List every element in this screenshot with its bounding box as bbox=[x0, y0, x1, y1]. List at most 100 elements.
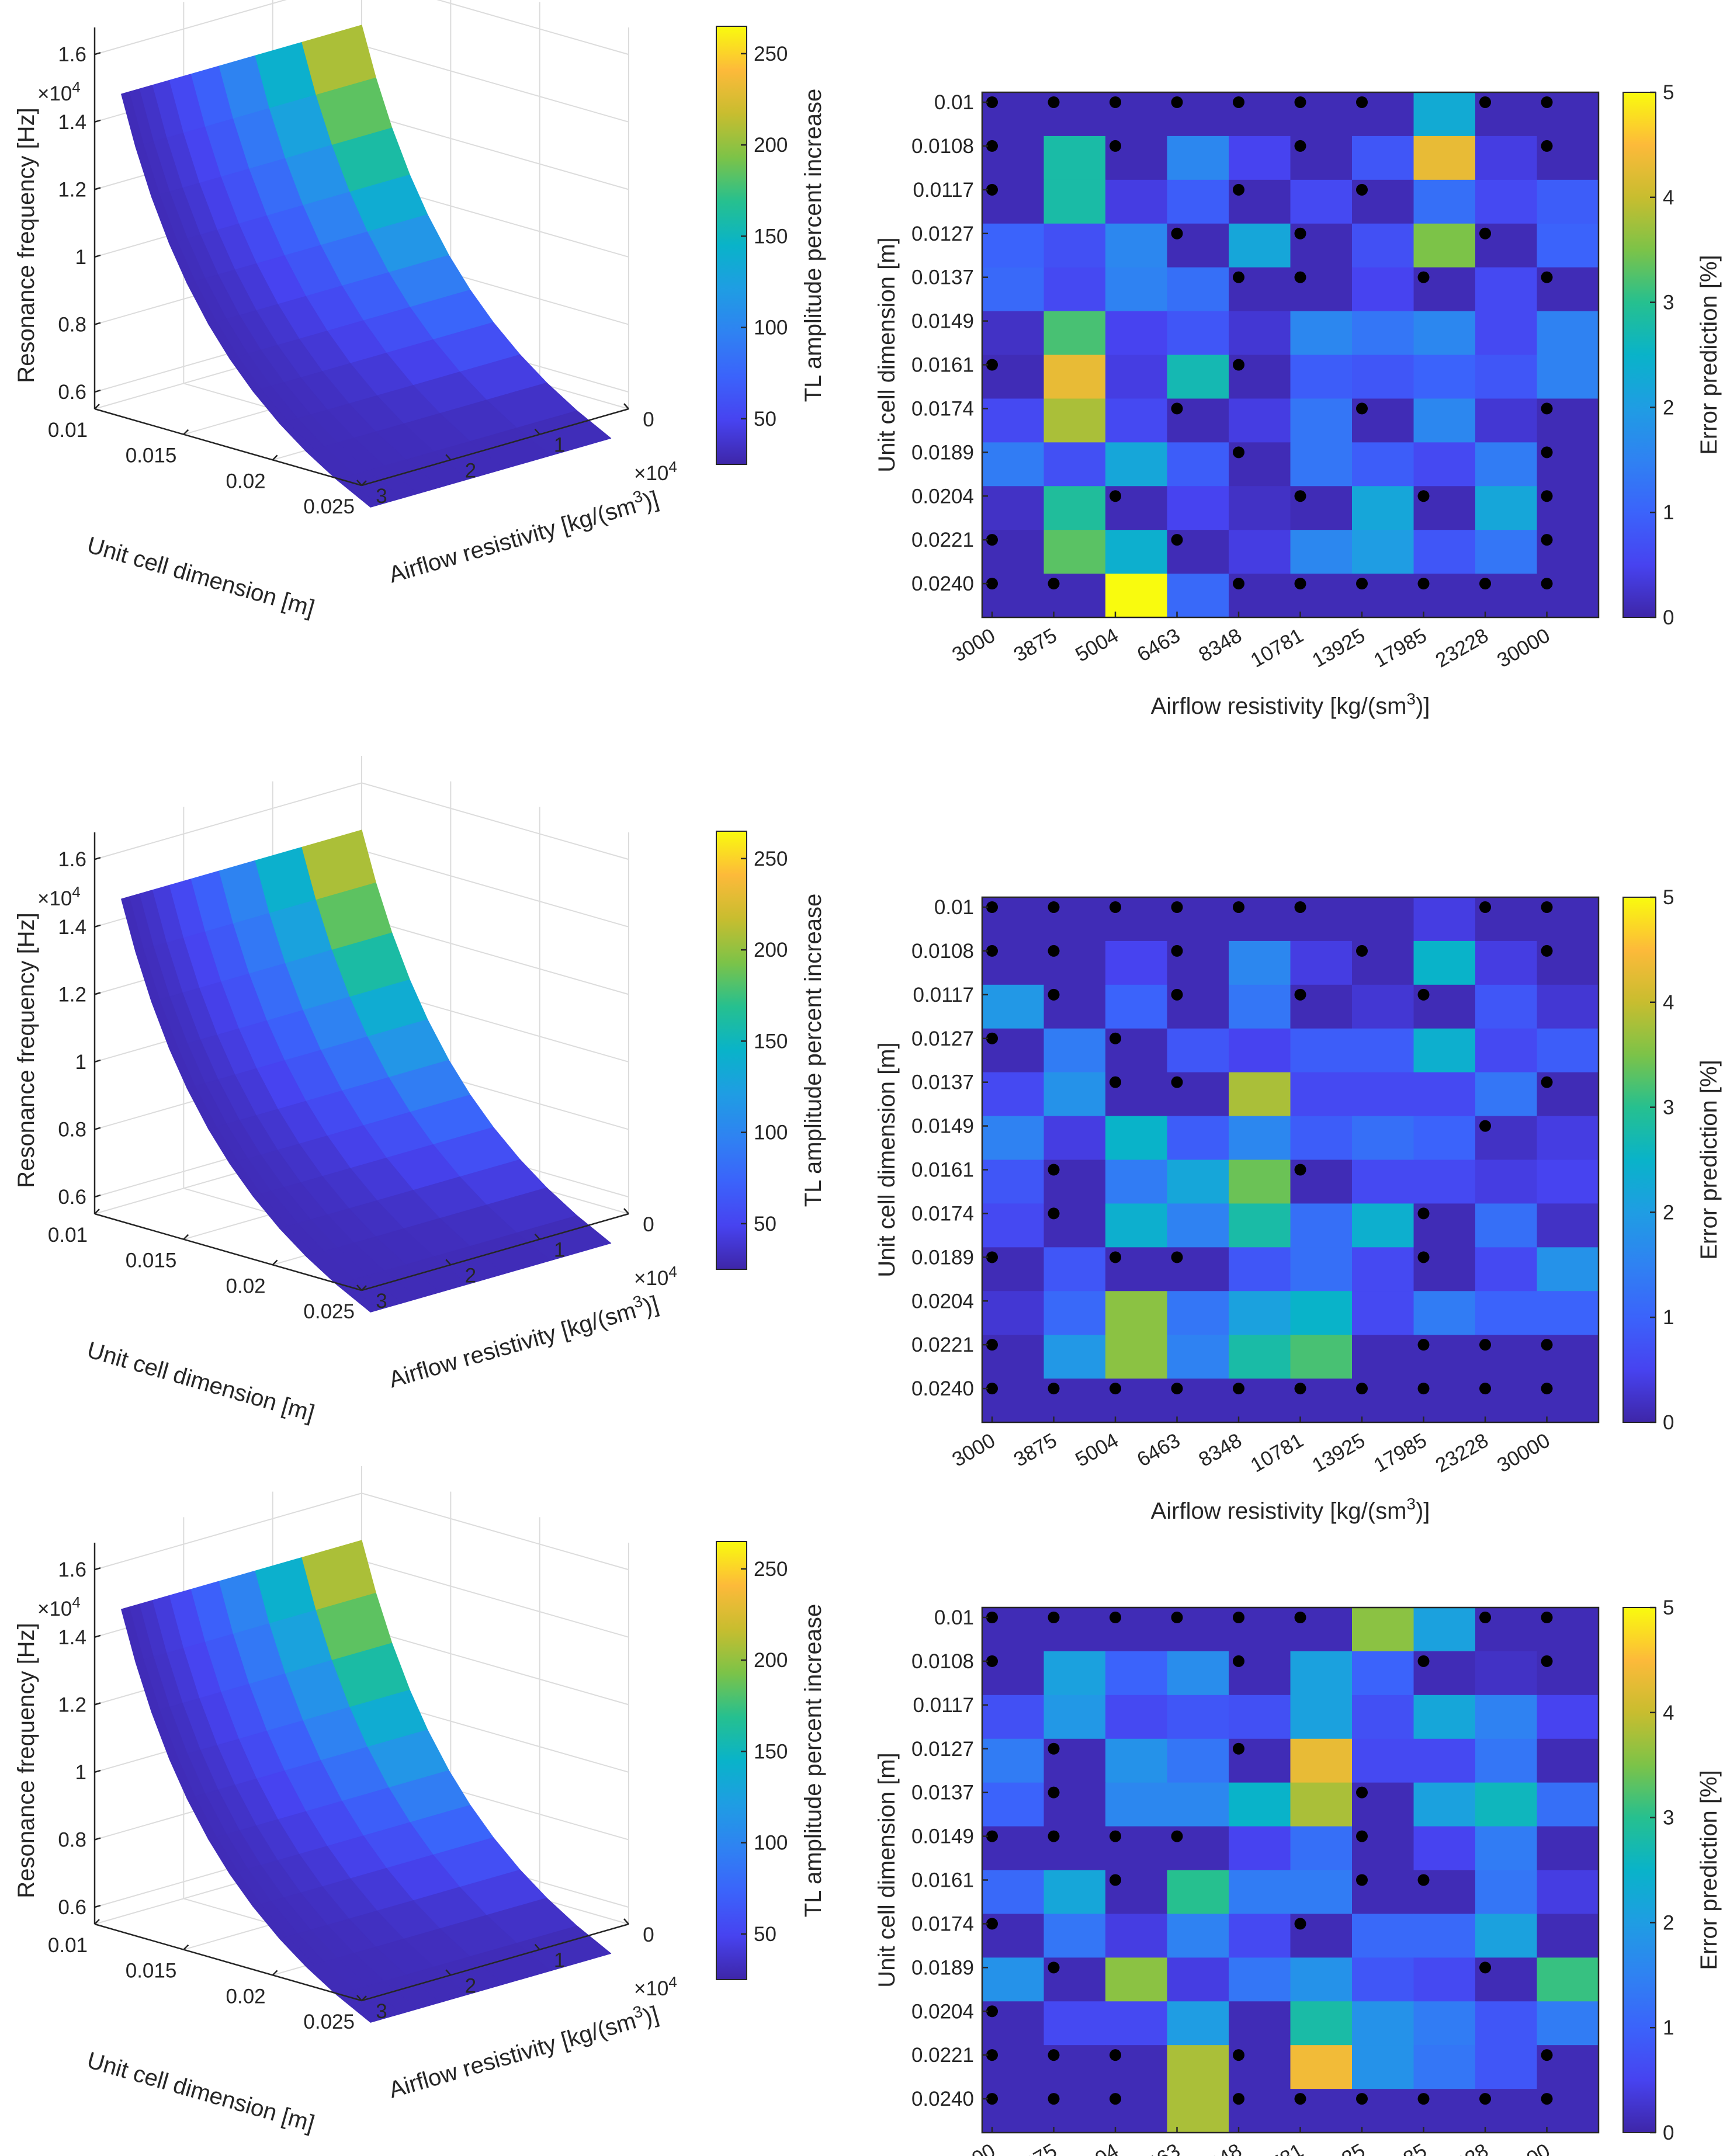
heatmap-cell bbox=[1352, 311, 1414, 356]
heatmap-cell bbox=[1043, 179, 1106, 224]
x-tick-label: 30000 bbox=[1493, 624, 1554, 672]
x-tick-label: 0.025 bbox=[303, 495, 355, 518]
heatmap-cell bbox=[982, 1738, 1045, 1783]
heatmap-cell bbox=[1043, 1335, 1106, 1379]
heatmap-cell bbox=[1352, 1914, 1414, 1958]
colorbar bbox=[1622, 1607, 1656, 2133]
y-tick-label: 0 bbox=[643, 1213, 654, 1236]
colorbar-tick-label: 5 bbox=[1663, 81, 1674, 104]
y-tick-label: 0.0149 bbox=[911, 1825, 974, 1848]
marker-dot bbox=[1479, 1612, 1491, 1623]
marker-dot bbox=[1541, 534, 1553, 546]
y-axis bbox=[361, 408, 629, 487]
z-tick bbox=[94, 119, 101, 123]
heatmap-cell bbox=[1229, 311, 1291, 356]
heatmap-cell bbox=[1105, 1335, 1168, 1379]
heatmap-cell bbox=[1043, 442, 1106, 487]
heatmap-cell bbox=[1043, 530, 1106, 574]
z-tick bbox=[94, 389, 101, 393]
z-exponent: ×104 bbox=[37, 1593, 81, 1620]
marker-dot bbox=[1541, 1612, 1553, 1623]
heatmap-cell bbox=[982, 1203, 1045, 1248]
colorbar bbox=[1622, 92, 1656, 618]
heatmap-cell bbox=[1105, 223, 1168, 268]
x-tick bbox=[361, 480, 367, 486]
heatmap-cell bbox=[1290, 1738, 1353, 1783]
heatmap-cell bbox=[1229, 1870, 1291, 1915]
z-tick-label: 1 bbox=[75, 1761, 86, 1784]
y-tick-label: 0.0149 bbox=[911, 310, 974, 333]
heatmap-cell bbox=[1413, 136, 1476, 180]
x-tick-label: 5004 bbox=[1072, 624, 1122, 666]
heatmap-cell bbox=[1229, 1028, 1291, 1073]
y-tick-label: 0.0137 bbox=[911, 266, 974, 289]
colorbar-tick-label: 0 bbox=[1663, 606, 1674, 629]
heatmap-cell bbox=[1352, 1072, 1414, 1117]
marker-dot bbox=[1356, 578, 1368, 590]
marker-dot bbox=[1110, 2093, 1121, 2105]
heatmap-cell bbox=[1167, 1159, 1229, 1204]
heatmap-cell bbox=[1537, 1116, 1599, 1161]
heatmap-cell bbox=[1290, 1335, 1353, 1379]
heatmap-cell bbox=[1290, 530, 1353, 574]
heatmap-cell bbox=[1352, 1247, 1414, 1291]
heatmap-cell bbox=[1043, 1651, 1106, 1696]
heatmap-cell bbox=[1167, 1782, 1229, 1827]
marker-dot bbox=[1048, 1207, 1060, 1220]
marker-dot bbox=[986, 901, 998, 913]
heatmap-cell bbox=[1352, 223, 1414, 268]
y-tick-label: 0.0174 bbox=[911, 397, 974, 420]
x-tick-label: 0.02 bbox=[226, 1275, 266, 1297]
heatmap-cell bbox=[1167, 1738, 1229, 1783]
marker-dot bbox=[986, 578, 998, 590]
z-tick-label: 0.8 bbox=[58, 1119, 86, 1141]
x-tick-label: 23228 bbox=[1431, 2139, 1492, 2156]
y-tick-label: 0.0189 bbox=[911, 441, 974, 464]
heatmap-cell bbox=[1105, 1738, 1168, 1783]
z-tick bbox=[94, 1769, 101, 1773]
heatmap-cell bbox=[1290, 1072, 1353, 1117]
marker-dot bbox=[1048, 1961, 1060, 1974]
x-tick bbox=[272, 1970, 278, 1976]
x-tick-label: 13925 bbox=[1308, 2139, 1369, 2156]
y-tick-label: 3 bbox=[376, 2000, 387, 2023]
heatmap-cell bbox=[1413, 1608, 1476, 1652]
marker-dot bbox=[986, 1032, 998, 1044]
colorbar bbox=[1622, 897, 1656, 1423]
marker-dot bbox=[1110, 1874, 1121, 1886]
x-tick-label: 13925 bbox=[1308, 624, 1369, 672]
y-axis bbox=[361, 1213, 629, 1291]
marker-dot bbox=[1110, 1032, 1121, 1044]
heatmap-cell bbox=[1043, 355, 1106, 400]
marker-dot bbox=[1294, 1383, 1306, 1395]
y-tick-label: 0.0108 bbox=[911, 940, 974, 963]
heatmap-cell bbox=[1229, 1695, 1291, 1740]
heatmap-cell bbox=[1043, 267, 1106, 312]
x-tick-label: 8348 bbox=[1195, 624, 1246, 666]
heatmap-cell bbox=[982, 442, 1045, 487]
heatmap-cell bbox=[1167, 1695, 1229, 1740]
x-tick-label: 0.025 bbox=[303, 2011, 355, 2033]
heatmap-cell bbox=[1413, 1028, 1476, 1073]
heatmap-cell bbox=[1167, 2089, 1229, 2133]
heatmap-cell bbox=[1475, 984, 1538, 1029]
heatmap-cell bbox=[1043, 223, 1106, 268]
y-tick-label: 0.0149 bbox=[911, 1115, 974, 1138]
marker-dot bbox=[1171, 988, 1183, 1001]
heatmap-cell bbox=[1475, 355, 1538, 400]
marker-dot bbox=[1171, 534, 1183, 546]
y-axis-label: Unit cell dimension [m] bbox=[874, 1752, 900, 1987]
colorbar-tick-label: 3 bbox=[1663, 291, 1674, 314]
heatmap-cell bbox=[1537, 984, 1599, 1029]
heatmap-cell bbox=[1290, 179, 1353, 224]
y-tick bbox=[534, 428, 540, 435]
x-tick bbox=[94, 404, 100, 409]
marker-dot bbox=[1356, 96, 1368, 108]
marker-dot bbox=[1479, 1120, 1491, 1132]
marker-dot bbox=[1479, 578, 1491, 590]
heatmap-cell bbox=[1229, 940, 1291, 985]
x-tick-label: 3875 bbox=[1010, 1429, 1061, 1471]
heatmap-cell bbox=[1167, 1203, 1229, 1248]
